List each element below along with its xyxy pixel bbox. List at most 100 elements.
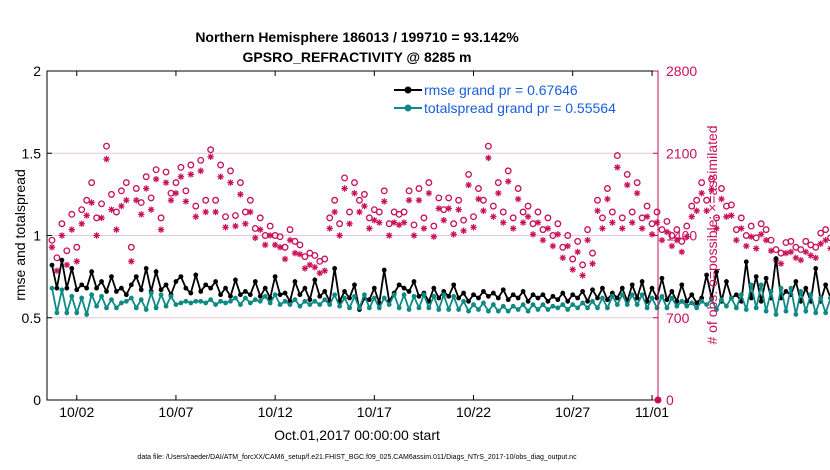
totalspread-point [267, 300, 273, 306]
assimilated-obs-marker [564, 242, 571, 250]
rmse-point [54, 285, 60, 291]
assimilated-obs-marker [123, 197, 130, 204]
assimilated-obs-marker [346, 220, 353, 227]
assimilated-obs-marker [559, 254, 566, 262]
assimilated-obs-marker [777, 260, 785, 267]
totalspread-point [605, 305, 610, 311]
assimilated-obs-marker [152, 175, 160, 183]
rmse-point [277, 292, 283, 298]
possible-obs-marker [187, 161, 195, 169]
totalspread-point [163, 303, 169, 309]
rmse-point [466, 298, 471, 304]
totalspread-point [89, 292, 95, 298]
star-stroke [178, 174, 184, 180]
star-stroke [465, 182, 472, 188]
totalspread-point [609, 293, 615, 299]
rmse-point [292, 279, 298, 284]
totalspread-point [342, 295, 347, 301]
assimilated-obs-marker [648, 231, 656, 238]
assimilated-obs-marker [93, 232, 100, 239]
star-stroke [778, 260, 784, 267]
totalspread-point [714, 307, 719, 312]
y-tick-label-left: 1 [33, 228, 41, 244]
assimilated-obs-marker [757, 231, 765, 238]
star-stroke [168, 197, 174, 203]
assimilated-obs-marker [271, 241, 279, 249]
possible-obs-marker [817, 229, 825, 237]
rmse-point [634, 295, 640, 301]
rmse-point [104, 289, 109, 294]
possible-obs-marker [78, 206, 86, 214]
possible-obs-marker [152, 166, 160, 174]
star-stroke [693, 208, 700, 214]
star-stroke [346, 221, 353, 227]
totalspread-point [818, 295, 824, 301]
assimilated-obs-marker [321, 267, 328, 274]
assimilated-obs-marker [589, 260, 596, 267]
assimilated-obs-marker [361, 202, 368, 210]
rmse-point [109, 274, 114, 280]
totalspread-point [679, 298, 685, 304]
star-stroke [728, 212, 735, 219]
assimilated-obs-marker [376, 219, 383, 226]
star-stroke [808, 252, 814, 259]
totalspread-point [79, 295, 85, 301]
assimilated-obs-marker [286, 237, 294, 244]
totalspread-point [262, 293, 268, 299]
totalspread-point [203, 300, 209, 306]
star-stroke [341, 185, 348, 192]
totalspread-point [242, 295, 248, 301]
rmse-point [694, 300, 700, 306]
totalspread-point [247, 300, 253, 306]
star-stroke [698, 190, 705, 196]
totalspread-point [793, 312, 799, 317]
possible-obs-marker [450, 220, 458, 228]
star-stroke [98, 215, 105, 221]
possible-obs-marker [822, 226, 830, 234]
rmse-point [193, 272, 199, 278]
rmse-point [758, 298, 764, 304]
rmse-point [123, 292, 129, 298]
assimilated-obs-marker [505, 178, 512, 185]
totalspread-point [743, 307, 749, 312]
star-stroke [376, 219, 383, 226]
star-stroke [594, 208, 601, 214]
rmse-point [793, 279, 799, 284]
rmse-point [724, 279, 729, 284]
star-stroke [490, 213, 497, 220]
possible-obs-marker [489, 202, 497, 210]
assimilated-obs-marker [619, 225, 626, 232]
totalspread-point [228, 298, 233, 304]
assimilated-obs-marker [296, 251, 304, 258]
assimilated-obs-marker [514, 195, 522, 203]
rmse-point [560, 290, 566, 296]
totalspread-point [302, 298, 308, 304]
rmse-point [158, 287, 164, 293]
star-stroke [505, 178, 511, 185]
star-stroke [525, 213, 531, 220]
rmse-point [461, 290, 466, 296]
possible-obs-marker [222, 213, 229, 221]
rmse-point [704, 272, 710, 278]
rmse-point [565, 298, 571, 304]
rmse-point [451, 282, 457, 288]
star-stroke [763, 237, 769, 243]
totalspread-point [292, 297, 298, 303]
possible-obs-marker [668, 232, 676, 239]
assimilated-obs-marker [609, 219, 616, 226]
rmse-point [773, 256, 779, 261]
rmse-point [441, 289, 447, 294]
star-stroke [267, 232, 273, 239]
possible-obs-marker [509, 214, 517, 222]
star-stroke [560, 255, 566, 261]
rmse-point [396, 282, 402, 288]
totalspread-point [362, 292, 367, 298]
rmse-point [114, 289, 119, 294]
totalspread-point [416, 305, 422, 311]
possible-obs-marker [207, 146, 215, 154]
star-stroke [436, 205, 442, 212]
possible-obs-marker [613, 152, 621, 160]
star-stroke [684, 233, 690, 240]
x-tick-label: 11/01 [635, 404, 669, 420]
star-stroke [183, 198, 189, 205]
